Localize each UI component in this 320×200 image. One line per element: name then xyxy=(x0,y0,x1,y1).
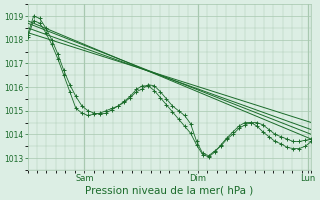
X-axis label: Pression niveau de la mer( hPa ): Pression niveau de la mer( hPa ) xyxy=(85,186,253,196)
